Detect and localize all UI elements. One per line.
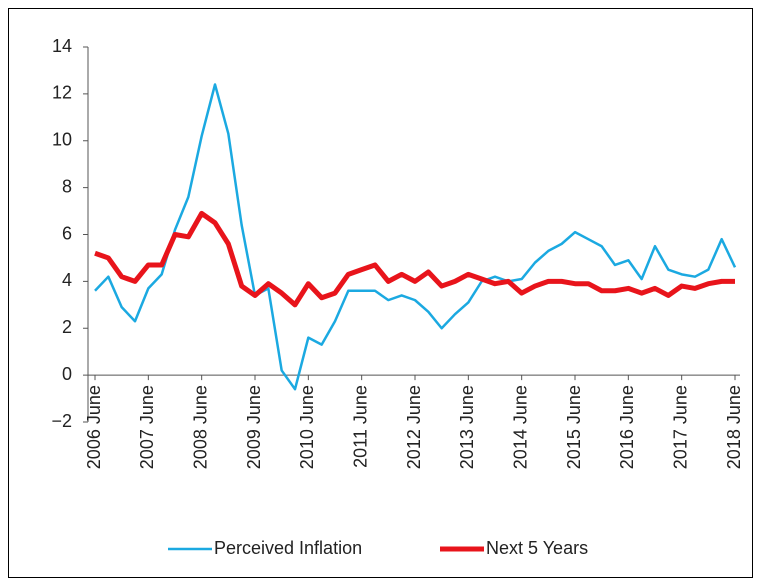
y-tick-label: 12 bbox=[52, 83, 72, 103]
y-tick-label: 0 bbox=[62, 364, 72, 384]
frame bbox=[8, 8, 753, 578]
x-tick-label: 2006 June bbox=[84, 385, 104, 469]
y-tick-label: 6 bbox=[62, 223, 72, 243]
legend-label: Next 5 Years bbox=[486, 538, 588, 558]
x-tick-label: 2007 June bbox=[137, 385, 157, 469]
x-tick-label: 2008 June bbox=[190, 385, 210, 469]
x-tick-label: 2018 June bbox=[724, 385, 744, 469]
legend-label: Perceived Inflation bbox=[214, 538, 362, 558]
x-tick-label: 2011 June bbox=[350, 385, 370, 468]
y-tick-label: 10 bbox=[52, 130, 72, 150]
y-tick-label: −2 bbox=[51, 411, 72, 431]
y-tick-label: 8 bbox=[62, 176, 72, 196]
x-tick-label: 2013 June bbox=[457, 385, 477, 469]
y-tick-label: 14 bbox=[52, 36, 72, 56]
x-tick-label: 2016 June bbox=[617, 385, 637, 469]
x-tick-label: 2017 June bbox=[670, 385, 690, 469]
line-series bbox=[94, 210, 735, 308]
x-tick-label: 2014 June bbox=[510, 385, 530, 469]
x-tick-label: 2009 June bbox=[244, 385, 264, 469]
x-tick-label: 2010 June bbox=[297, 385, 317, 469]
y-tick-label: 4 bbox=[62, 270, 72, 290]
x-tick-label: 2012 June bbox=[404, 385, 424, 469]
x-tick-label: 2015 June bbox=[564, 385, 584, 469]
y-tick-label: 2 bbox=[62, 317, 72, 337]
line-series bbox=[94, 83, 737, 391]
